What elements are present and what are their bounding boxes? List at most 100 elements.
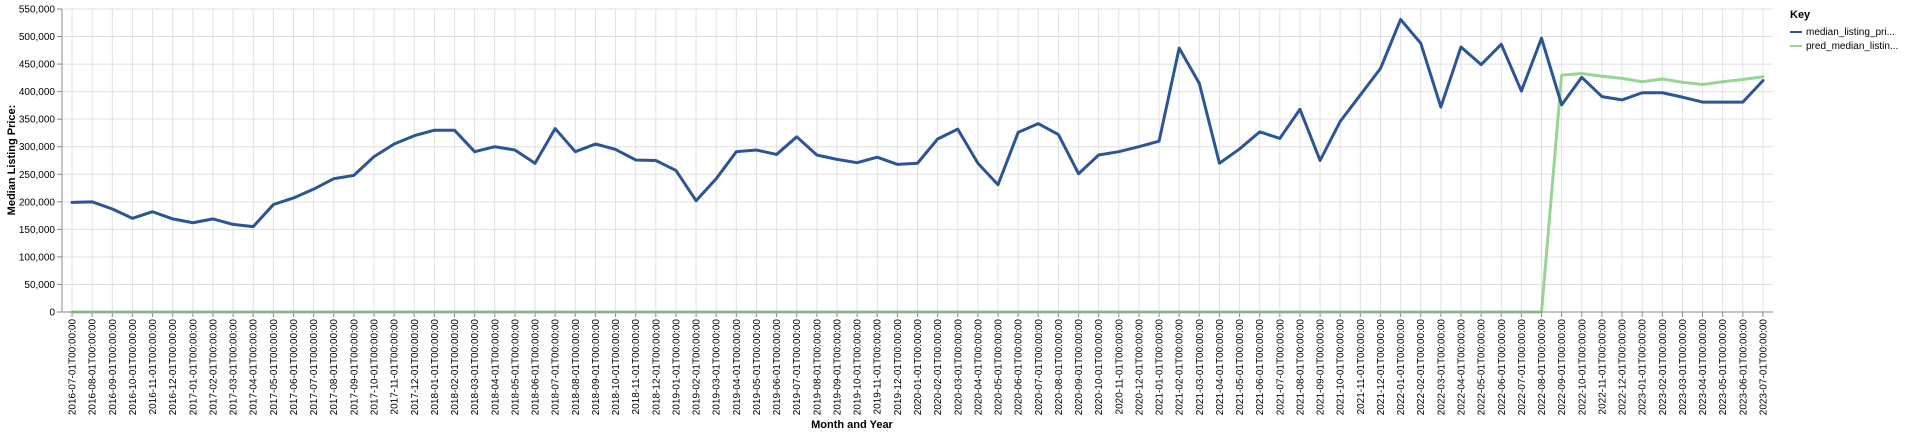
x-tick-label: 2023-06-01T00:00:00 [1738,319,1749,416]
x-tick-label: 2019-07-01T00:00:00 [792,319,803,416]
x-tick-label: 2022-07-01T00:00:00 [1517,319,1528,416]
x-tick-label: 2016-08-01T00:00:00 [88,319,99,416]
x-tick-label: 2019-11-01T00:00:00 [873,319,884,415]
x-tick-label: 2016-09-01T00:00:00 [108,319,119,416]
x-tick-label: 2023-07-01T00:00:00 [1758,319,1769,416]
x-tick-label: 2023-02-01T00:00:00 [1658,319,1669,416]
x-tick-label: 2017-01-01T00:00:00 [188,319,199,416]
x-tick-label: 2021-04-01T00:00:00 [1215,319,1226,416]
x-tick-label: 2022-03-01T00:00:00 [1436,319,1447,416]
y-tick-label: 550,000 [19,5,56,16]
x-tick-label: 2018-02-01T00:00:00 [450,319,461,416]
legend: Key median_listing_pri... pred_median_li… [1790,9,1898,52]
x-tick-label: 2018-08-01T00:00:00 [571,319,582,416]
x-tick-label: 2017-12-01T00:00:00 [410,319,421,416]
x-tick-label: 2021-03-01T00:00:00 [1195,319,1206,416]
x-tick-label: 2019-09-01T00:00:00 [832,319,843,416]
x-tick-label: 2018-04-01T00:00:00 [490,319,501,416]
x-tick-label: 2017-09-01T00:00:00 [349,319,360,416]
x-tick-label: 2022-08-01T00:00:00 [1537,319,1548,416]
x-tick-label: 2018-06-01T00:00:00 [531,319,542,416]
x-tick-label: 2022-09-01T00:00:00 [1557,319,1568,416]
x-tick-label: 2020-02-01T00:00:00 [933,319,944,416]
x-tick-label: 2018-03-01T00:00:00 [470,319,481,416]
x-tick-label: 2020-12-01T00:00:00 [1134,319,1145,416]
x-tick-label: 2018-11-01T00:00:00 [631,319,642,415]
y-axis: 0 50,000 100,000 150,000 200,000 250,000 300,0… [19,5,62,319]
x-tick-label: 2017-07-01T00:00:00 [309,319,320,416]
legend-label-pred-median-listing-price: pred_median_listin... [1806,41,1898,52]
x-tick-label: 2016-10-01T00:00:00 [128,319,139,416]
y-tick-label: 50,000 [24,280,55,291]
gridlines [62,8,1773,313]
y-tick-label: 300,000 [19,142,56,153]
y-tick-label: 400,000 [19,87,56,98]
x-tick-label: 2018-05-01T00:00:00 [510,319,521,416]
legend-label-median-listing-price: median_listing_pri... [1806,27,1895,38]
x-tick-label: 2020-04-01T00:00:00 [973,319,984,416]
x-tick-label: 2017-06-01T00:00:00 [289,319,300,416]
x-tick-label: 2019-12-01T00:00:00 [893,319,904,416]
x-tick-label: 2021-01-01T00:00:00 [1155,319,1166,416]
x-tick-label: 2022-04-01T00:00:00 [1456,319,1467,416]
x-tick-label: 2022-06-01T00:00:00 [1497,319,1508,416]
x-tick-label: 2019-03-01T00:00:00 [712,319,723,416]
x-tick-label: 2020-07-01T00:00:00 [1034,319,1045,416]
x-tick-label: 2021-02-01T00:00:00 [1175,319,1186,416]
x-tick-label: 2021-09-01T00:00:00 [1316,319,1327,416]
x-tick-label: 2021-10-01T00:00:00 [1336,319,1347,416]
x-tick-label: 2019-06-01T00:00:00 [772,319,783,416]
x-tick-label: 2019-08-01T00:00:00 [812,319,823,416]
y-axis-title: Median Listing Price: [6,105,18,216]
x-tick-label: 2021-12-01T00:00:00 [1376,319,1387,416]
x-tick-label: 2016-11-01T00:00:00 [148,319,159,415]
x-tick-label: 2019-02-01T00:00:00 [692,319,703,416]
x-tick-label: 2021-08-01T00:00:00 [1295,319,1306,416]
x-tick-label: 2023-05-01T00:00:00 [1718,319,1729,416]
x-tick-label: 2017-08-01T00:00:00 [329,319,340,416]
x-tick-label: 2017-03-01T00:00:00 [229,319,240,416]
y-tick-label: 350,000 [19,115,56,126]
x-tick-label: 2022-10-01T00:00:00 [1577,319,1588,416]
y-tick-label: 500,000 [19,32,56,43]
x-tick-label: 2021-06-01T00:00:00 [1255,319,1266,416]
x-tick-label: 2018-01-01T00:00:00 [430,319,441,416]
x-tick-label: 2022-05-01T00:00:00 [1477,319,1488,416]
y-tick-label: 100,000 [19,252,56,263]
x-axis: 2016-07-01T00:00:00 2016-08-01T00:00:00 20… [68,312,1769,416]
x-tick-label: 2018-07-01T00:00:00 [551,319,562,416]
x-tick-label: 2019-05-01T00:00:00 [752,319,763,416]
y-tick-label: 200,000 [19,197,56,208]
x-tick-label: 2023-04-01T00:00:00 [1698,319,1709,416]
x-tick-label: 2022-11-01T00:00:00 [1597,319,1608,415]
x-tick-label: 2017-04-01T00:00:00 [249,319,260,416]
x-tick-label: 2020-05-01T00:00:00 [994,319,1005,416]
x-tick-label: 2020-10-01T00:00:00 [1094,319,1105,416]
x-tick-label: 2016-07-01T00:00:00 [68,319,79,416]
x-tick-label: 2017-02-01T00:00:00 [208,319,219,416]
x-tick-label: 2022-01-01T00:00:00 [1396,319,1407,416]
x-tick-label: 2018-09-01T00:00:00 [591,319,602,416]
x-tick-label: 2021-07-01T00:00:00 [1275,319,1286,416]
y-tick-label: 450,000 [19,60,56,71]
x-tick-label: 2019-04-01T00:00:00 [732,319,743,416]
x-tick-label: 2017-10-01T00:00:00 [370,319,381,416]
y-tick-label: 150,000 [19,225,56,236]
x-tick-label: 2020-11-01T00:00:00 [1114,319,1125,415]
x-tick-label: 2020-03-01T00:00:00 [953,319,964,416]
x-tick-label: 2020-01-01T00:00:00 [913,319,924,416]
x-tick-label: 2017-11-01T00:00:00 [390,319,401,415]
x-tick-label: 2021-11-01T00:00:00 [1356,319,1367,415]
x-tick-label: 2020-06-01T00:00:00 [1014,319,1025,416]
x-tick-label: 2018-12-01T00:00:00 [651,319,662,416]
x-tick-label: 2021-05-01T00:00:00 [1235,319,1246,416]
x-tick-label: 2022-02-01T00:00:00 [1416,319,1427,416]
x-tick-label: 2020-09-01T00:00:00 [1074,319,1085,416]
x-axis-title: Month and Year [811,419,893,431]
x-tick-label: 2023-01-01T00:00:00 [1638,319,1649,416]
legend-title: Key [1790,9,1811,21]
x-tick-label: 2016-12-01T00:00:00 [168,319,179,416]
y-tick-label: 250,000 [19,170,56,181]
x-tick-label: 2018-10-01T00:00:00 [611,319,622,416]
